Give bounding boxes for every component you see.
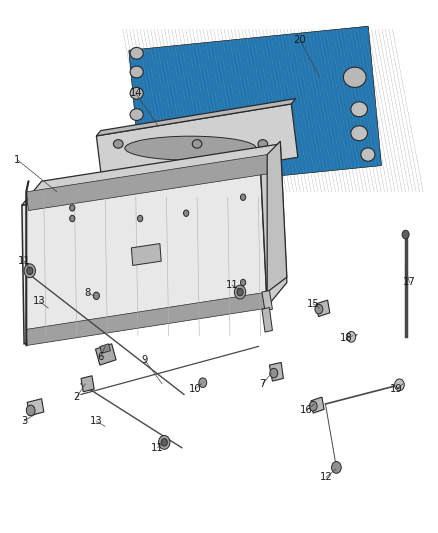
Polygon shape: [261, 144, 287, 306]
Circle shape: [309, 401, 317, 411]
Ellipse shape: [125, 136, 256, 160]
Circle shape: [237, 288, 243, 296]
Circle shape: [395, 379, 404, 391]
Circle shape: [70, 205, 75, 211]
Polygon shape: [95, 344, 116, 365]
Circle shape: [332, 462, 341, 473]
Polygon shape: [269, 362, 283, 381]
Text: 18: 18: [340, 334, 352, 343]
Polygon shape: [131, 244, 161, 265]
Text: 11: 11: [18, 256, 31, 266]
Text: 17: 17: [403, 278, 416, 287]
Text: 11: 11: [151, 443, 164, 453]
Ellipse shape: [351, 102, 367, 117]
Text: 12: 12: [320, 472, 333, 482]
Text: 15: 15: [307, 299, 320, 309]
Circle shape: [240, 279, 246, 286]
Circle shape: [24, 264, 35, 278]
Circle shape: [402, 230, 409, 239]
Polygon shape: [100, 344, 110, 353]
Text: 20: 20: [294, 35, 306, 45]
Ellipse shape: [351, 126, 367, 141]
Ellipse shape: [343, 67, 366, 87]
Ellipse shape: [258, 140, 268, 148]
Ellipse shape: [130, 109, 143, 120]
Text: 8: 8: [85, 288, 91, 298]
Circle shape: [161, 439, 167, 446]
Polygon shape: [81, 376, 94, 392]
Polygon shape: [262, 308, 272, 332]
Ellipse shape: [130, 47, 143, 59]
Text: 14: 14: [130, 88, 142, 98]
Circle shape: [26, 405, 35, 416]
Polygon shape: [129, 27, 381, 189]
Polygon shape: [267, 141, 287, 292]
Ellipse shape: [130, 130, 143, 142]
Circle shape: [347, 332, 356, 342]
Text: 13: 13: [33, 296, 46, 306]
Polygon shape: [27, 399, 44, 416]
Ellipse shape: [113, 140, 123, 148]
Circle shape: [270, 368, 278, 378]
Polygon shape: [129, 27, 381, 189]
Text: 6: 6: [98, 352, 104, 362]
Text: 16: 16: [300, 406, 313, 415]
Circle shape: [234, 285, 246, 299]
Circle shape: [159, 435, 170, 449]
Text: 13: 13: [90, 416, 102, 426]
Text: 7: 7: [260, 379, 266, 389]
Text: 19: 19: [390, 384, 403, 394]
Polygon shape: [22, 144, 280, 205]
Polygon shape: [316, 300, 330, 317]
Polygon shape: [129, 27, 381, 189]
Text: 10: 10: [189, 384, 201, 394]
Circle shape: [240, 194, 246, 200]
Text: 2: 2: [74, 392, 80, 402]
Polygon shape: [262, 290, 272, 311]
Ellipse shape: [130, 66, 143, 78]
Polygon shape: [26, 155, 272, 211]
Polygon shape: [22, 168, 267, 344]
Text: 9: 9: [141, 355, 148, 365]
Ellipse shape: [130, 87, 143, 99]
Circle shape: [27, 267, 33, 274]
Circle shape: [199, 378, 207, 387]
Polygon shape: [96, 99, 296, 136]
Polygon shape: [26, 292, 268, 345]
Text: 3: 3: [21, 416, 27, 426]
Circle shape: [184, 210, 189, 216]
Circle shape: [93, 292, 99, 300]
Ellipse shape: [361, 148, 375, 161]
Text: 1: 1: [14, 155, 21, 165]
Circle shape: [315, 304, 323, 314]
Text: 11: 11: [226, 280, 239, 290]
Circle shape: [138, 215, 143, 222]
Circle shape: [70, 215, 75, 222]
Polygon shape: [311, 397, 324, 413]
Polygon shape: [96, 104, 298, 189]
Ellipse shape: [192, 140, 202, 148]
